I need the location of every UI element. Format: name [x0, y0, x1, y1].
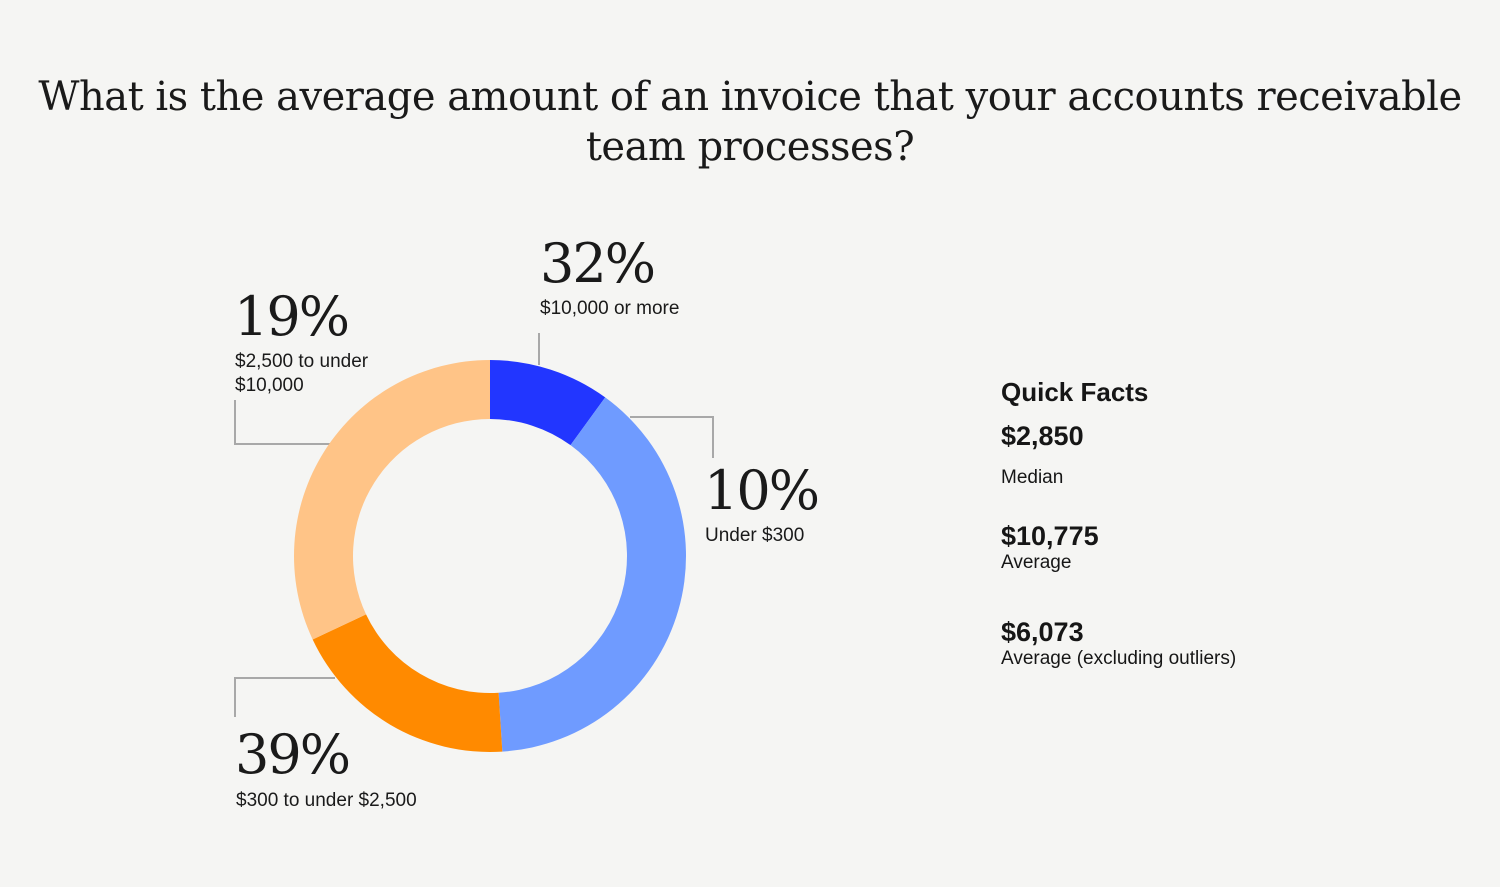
quick-fact-average-excl-label: Average (excluding outliers)	[1001, 648, 1237, 669]
category-label-under-300: Under $300	[705, 525, 805, 546]
quick-fact-average-value: $10,775	[1001, 521, 1099, 551]
donut-slice-300-to-under-2-500	[498, 397, 686, 752]
leader-line-2500-10000	[234, 400, 330, 445]
value-label-300-2500: 39%	[235, 723, 351, 786]
category-label-300-2500: $300 to under $2,500	[236, 790, 417, 811]
quick-facts-title: Quick Facts	[1001, 377, 1149, 407]
quick-fact-average-label: Average	[1001, 552, 1072, 573]
donut-slice-10-000-or-more	[293, 360, 490, 640]
category-label-10000-plus: $10,000 or more	[540, 298, 680, 319]
category-label-2500-10000: $2,500 to under $10,000	[235, 351, 369, 396]
donut-slice-2-500-to-under-10-000	[312, 614, 503, 752]
value-label-under-300: 10%	[704, 459, 820, 522]
quick-fact-average-excl-value: $6,073	[1001, 617, 1084, 647]
quick-fact-median-label: Median	[1001, 467, 1064, 488]
leader-line-under-300	[630, 416, 714, 458]
leader-line-300-2500	[234, 677, 335, 717]
chart-title: What is the average amount of an invoice…	[38, 74, 1462, 170]
quick-fact-median-value: $2,850	[1001, 421, 1084, 451]
value-label-2500-10000: 19%	[234, 285, 350, 348]
value-label-10000-plus: 32%	[540, 232, 656, 295]
donut-slice-under-300	[490, 360, 606, 446]
